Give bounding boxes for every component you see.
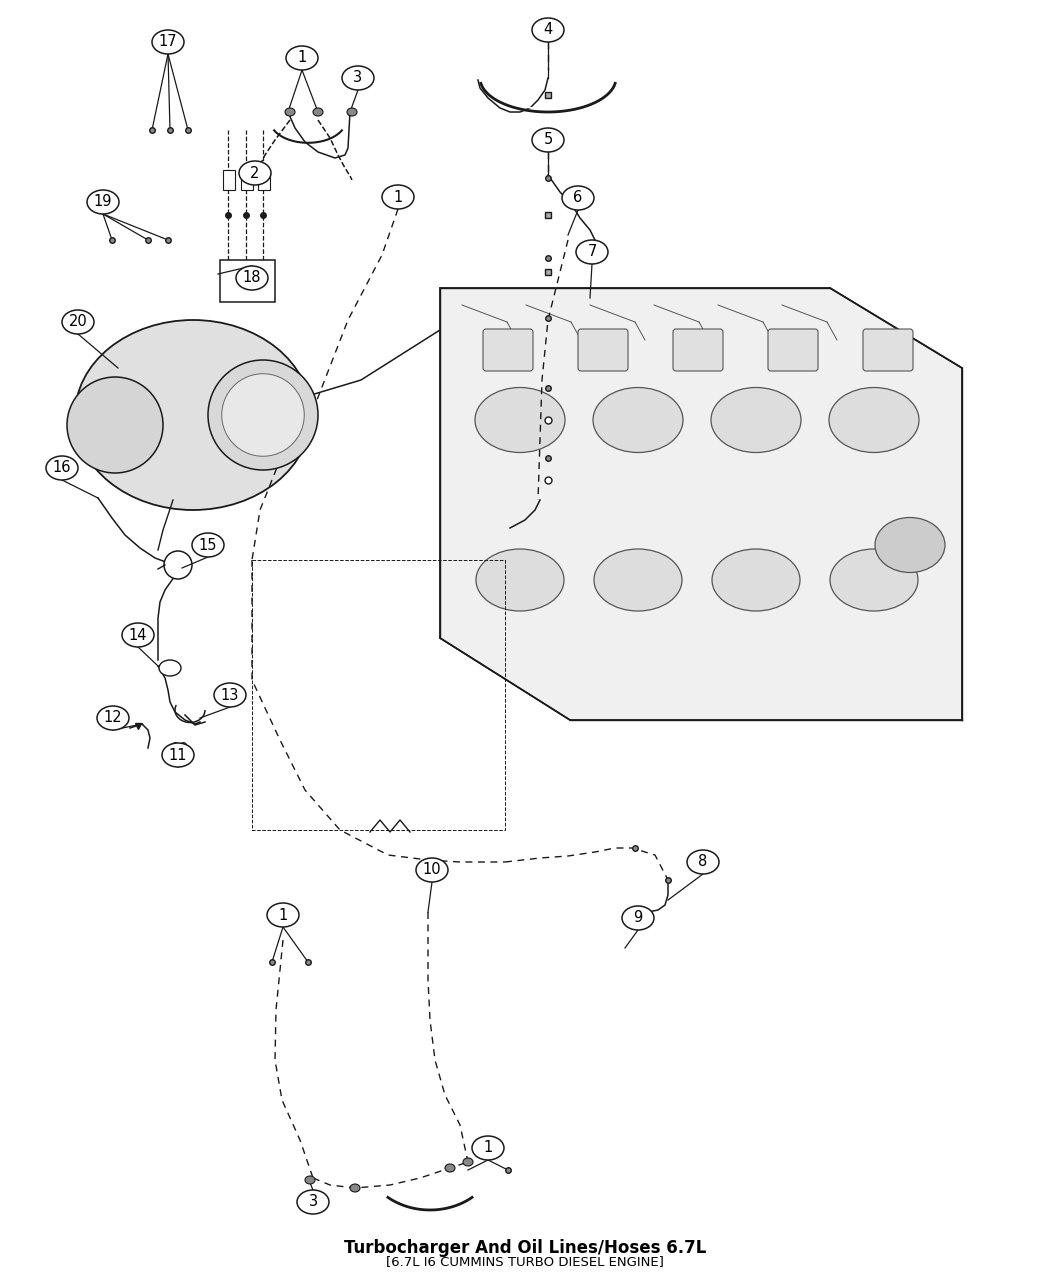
Text: 1: 1: [278, 908, 288, 923]
Ellipse shape: [687, 850, 719, 873]
Text: 7: 7: [587, 245, 596, 260]
Bar: [220, 260, 275, 302]
Ellipse shape: [350, 1184, 360, 1192]
Ellipse shape: [222, 374, 304, 456]
Bar: [223, 170, 235, 190]
Text: 19: 19: [93, 195, 112, 209]
Ellipse shape: [267, 903, 299, 927]
Text: 13: 13: [220, 687, 239, 703]
Ellipse shape: [562, 186, 594, 210]
Ellipse shape: [122, 623, 154, 646]
Ellipse shape: [208, 360, 318, 470]
Text: 17: 17: [159, 34, 177, 50]
Ellipse shape: [875, 518, 945, 572]
Text: 1: 1: [394, 190, 402, 204]
Ellipse shape: [285, 108, 295, 116]
Ellipse shape: [712, 550, 800, 611]
Ellipse shape: [622, 907, 654, 929]
Ellipse shape: [416, 858, 448, 882]
Ellipse shape: [576, 240, 608, 264]
Text: [6.7L I6 CUMMINS TURBO DIESEL ENGINE]: [6.7L I6 CUMMINS TURBO DIESEL ENGINE]: [386, 1256, 664, 1269]
Text: 15: 15: [198, 538, 217, 552]
Ellipse shape: [382, 185, 414, 209]
Ellipse shape: [830, 550, 918, 611]
Ellipse shape: [711, 388, 801, 453]
Text: 12: 12: [104, 710, 122, 725]
Ellipse shape: [472, 1136, 504, 1160]
FancyBboxPatch shape: [673, 329, 723, 371]
Ellipse shape: [346, 108, 357, 116]
Ellipse shape: [192, 533, 224, 557]
Text: 3: 3: [309, 1195, 317, 1210]
Ellipse shape: [214, 683, 246, 708]
Ellipse shape: [159, 660, 181, 676]
Ellipse shape: [313, 108, 323, 116]
Ellipse shape: [236, 266, 268, 289]
Text: 10: 10: [423, 862, 441, 877]
Ellipse shape: [152, 31, 184, 54]
Text: 11: 11: [169, 747, 187, 762]
Ellipse shape: [532, 18, 564, 42]
FancyBboxPatch shape: [863, 329, 914, 371]
Ellipse shape: [239, 161, 271, 185]
Ellipse shape: [830, 388, 919, 453]
Text: 4: 4: [544, 23, 552, 37]
Ellipse shape: [75, 320, 311, 510]
Text: 9: 9: [633, 910, 643, 926]
Ellipse shape: [475, 388, 565, 453]
Text: 1: 1: [483, 1141, 492, 1155]
Ellipse shape: [297, 1190, 329, 1214]
FancyBboxPatch shape: [578, 329, 628, 371]
Ellipse shape: [162, 743, 194, 768]
Ellipse shape: [342, 66, 374, 91]
Text: 3: 3: [354, 70, 362, 85]
FancyBboxPatch shape: [483, 329, 533, 371]
Ellipse shape: [286, 46, 318, 70]
Polygon shape: [440, 288, 962, 720]
Ellipse shape: [445, 1164, 455, 1172]
Ellipse shape: [532, 128, 564, 152]
Text: Turbocharger And Oil Lines/Hoses 6.7L: Turbocharger And Oil Lines/Hoses 6.7L: [343, 1239, 707, 1257]
Ellipse shape: [67, 377, 163, 473]
Text: 8: 8: [698, 854, 708, 870]
Ellipse shape: [463, 1158, 472, 1167]
Ellipse shape: [97, 706, 129, 731]
Ellipse shape: [304, 1176, 315, 1184]
Ellipse shape: [87, 190, 119, 214]
Ellipse shape: [62, 310, 94, 334]
Text: 6: 6: [573, 190, 583, 205]
Text: 5: 5: [544, 133, 552, 148]
Text: 2: 2: [250, 166, 259, 181]
Bar: [242, 170, 253, 190]
Ellipse shape: [594, 550, 682, 611]
Text: 20: 20: [68, 315, 87, 329]
Ellipse shape: [164, 551, 192, 579]
Ellipse shape: [476, 550, 564, 611]
Text: 16: 16: [52, 460, 71, 476]
Text: 1: 1: [297, 51, 307, 65]
Text: 18: 18: [243, 270, 261, 286]
Text: 14: 14: [129, 627, 147, 643]
Ellipse shape: [46, 456, 78, 479]
FancyBboxPatch shape: [768, 329, 818, 371]
Ellipse shape: [593, 388, 683, 453]
Bar: [258, 170, 270, 190]
